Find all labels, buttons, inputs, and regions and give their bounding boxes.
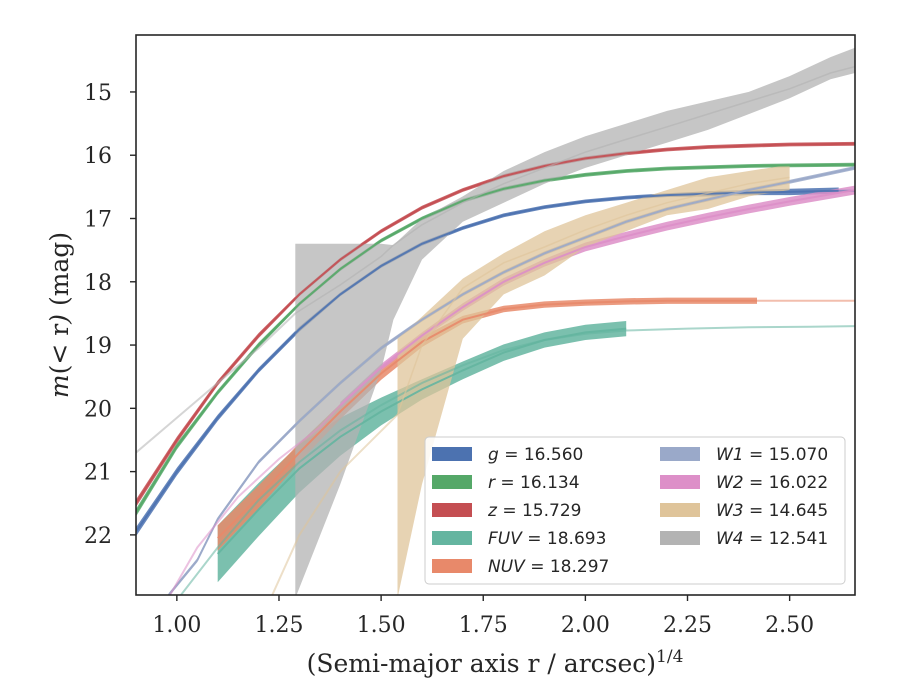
plot-frame [135, 34, 856, 596]
x-tick-label: 1.75 [459, 613, 508, 638]
y-tick-label: 15 [84, 81, 112, 106]
legend-swatch-w2 [660, 475, 700, 489]
legend-label-w2: W2 = 16.022 [716, 473, 828, 493]
legend: g = 16.560 r = 16.134 z = 15.729 FUV = 18.6… [424, 436, 846, 585]
y-label-r: ) [45, 314, 74, 325]
line-fuv [216, 327, 627, 555]
y-axis-label: m(< r) (mag) [45, 232, 74, 398]
y-tick-label: 19 [84, 334, 112, 359]
legend-box [424, 436, 846, 585]
line-w4 [294, 65, 855, 315]
legend-label-z: z = 15.729 [487, 501, 581, 521]
series-lines [136, 65, 855, 595]
extrapolation-w2 [168, 404, 342, 595]
x-axis-ticks: 1.00 1.25 1.50 1.75 2.00 2.25 2.50 [152, 595, 814, 638]
line-w2 [339, 189, 855, 406]
x-axis-label-exponent: 1/4 [656, 647, 683, 667]
y-label-m: m [45, 374, 74, 398]
y-axis-ticks: 15 16 17 18 19 20 21 22 [84, 81, 136, 549]
legend-swatch-w1 [660, 447, 700, 461]
extrapolation-w4 [136, 312, 296, 454]
x-tick-label: 2.00 [561, 613, 610, 638]
extrapolation-w3 [271, 413, 399, 595]
x-tick-label: 1.00 [152, 613, 201, 638]
y-tick-label: 16 [84, 144, 112, 169]
legend-swatch-w3 [660, 503, 700, 517]
legend-swatch-g [432, 447, 472, 461]
x-tick-label: 2.50 [765, 613, 814, 638]
legend-label-w4: W4 = 12.541 [716, 529, 828, 549]
x-axis-label: (Semi-major axis r / arcsec)1/4 [307, 647, 684, 678]
y-tick-label: 20 [84, 397, 112, 422]
line-z [136, 142, 855, 504]
y-tick-label: 22 [84, 524, 112, 549]
x-tick-label: 1.50 [357, 613, 406, 638]
legend-label-w1: W1 = 15.070 [716, 445, 828, 465]
legend-swatch-w4 [660, 531, 700, 545]
legend-swatch-r [432, 475, 472, 489]
band-w3 [397, 164, 790, 595]
legend-label-g: g = 16.560 [488, 445, 583, 465]
legend-label-w3: W3 = 14.645 [716, 501, 828, 521]
y-tick-label: 21 [84, 461, 112, 486]
line-nuv [216, 299, 757, 539]
extrapolation-fuv [179, 325, 855, 595]
line-w3 [396, 176, 790, 415]
x-tick-label: 1.25 [254, 613, 303, 638]
legend-label-r: r = 16.134 [488, 473, 580, 493]
legend-label-fuv: FUV = 18.693 [488, 529, 606, 549]
y-label-mid: (< r [45, 324, 74, 375]
legend-swatch-nuv [432, 559, 472, 573]
legend-label-nuv: NUV = 18.297 [488, 557, 609, 577]
y-label-unit: (mag) [45, 232, 74, 314]
band-w4 [295, 47, 855, 595]
legend-swatch-z [432, 503, 472, 517]
line-w1 [167, 166, 855, 595]
y-tick-label: 17 [84, 208, 112, 233]
legend-swatch-fuv [432, 531, 472, 545]
y-tick-label: 18 [84, 271, 112, 296]
x-tick-label: 2.25 [663, 613, 712, 638]
line-g [136, 189, 839, 533]
